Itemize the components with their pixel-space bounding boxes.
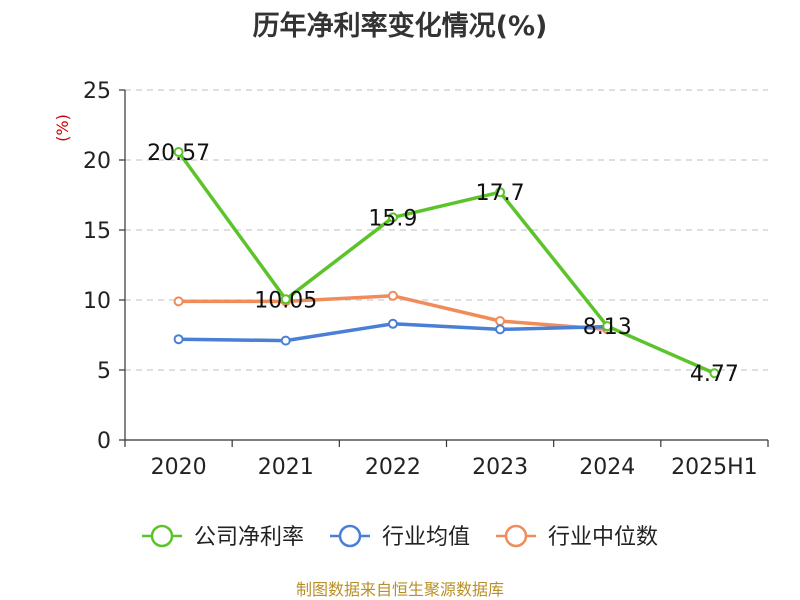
axes: 0 5 10 15 20 25 2020 2021 2022 2023 2024 2025H1 — [83, 79, 769, 480]
data-point — [280, 335, 291, 346]
x-tick-label: 2024 — [579, 455, 635, 480]
legend-label: 行业均值 — [382, 525, 470, 550]
legend-label: 行业中位数 — [548, 525, 658, 550]
legend-item[interactable]: 公司净利率 — [142, 524, 304, 550]
data-point — [173, 334, 184, 345]
legend-marker — [150, 524, 174, 548]
legend-marker — [504, 524, 528, 548]
y-tick-label: 25 — [83, 79, 111, 104]
series-lines — [173, 147, 720, 379]
data-label: 4.77 — [690, 362, 739, 387]
data-point — [495, 316, 506, 326]
data-label: 8.13 — [583, 315, 632, 340]
legend-item[interactable]: 行业均值 — [330, 524, 470, 550]
x-tick-label: 2025H1 — [671, 455, 758, 480]
data-point — [602, 321, 613, 332]
legend-item[interactable]: 行业中位数 — [496, 524, 658, 550]
data-point — [280, 294, 291, 305]
data-point — [495, 187, 506, 198]
y-tick-label: 20 — [83, 149, 111, 174]
data-label: 10.05 — [254, 288, 317, 313]
y-tick-label: 5 — [97, 359, 111, 384]
x-tick-label: 2021 — [258, 455, 314, 480]
y-tick-label: 0 — [97, 429, 111, 454]
series-line — [177, 150, 716, 375]
x-tick-label: 2020 — [151, 455, 207, 480]
legend: 公司净利率 行业均值 行业中位数 — [142, 524, 658, 550]
data-labels: 20.57 10.05 15.9 17.7 8.13 4.77 — [147, 141, 739, 387]
y-tick-label: 15 — [83, 219, 111, 244]
data-label: 20.57 — [147, 141, 210, 166]
legend-label: 公司净利率 — [194, 525, 304, 550]
grid-lines — [125, 89, 768, 371]
x-tick-label: 2023 — [472, 455, 528, 480]
data-point — [387, 290, 398, 301]
data-point — [173, 147, 184, 158]
data-label: 15.9 — [368, 206, 417, 231]
y-axis-unit-label: (%) — [53, 114, 72, 142]
data-label: 17.7 — [476, 181, 525, 206]
x-tick-label: 2022 — [365, 455, 421, 480]
legend-marker — [338, 524, 362, 548]
chart-title: 历年净利率变化情况(%) — [252, 11, 548, 42]
data-point — [709, 368, 720, 379]
data-point — [173, 296, 184, 307]
y-tick-label: 10 — [83, 289, 111, 314]
source-note: 制图数据来自恒生聚源数据库 — [295, 580, 504, 599]
data-point — [387, 212, 398, 223]
data-point — [387, 318, 398, 329]
data-point — [495, 324, 506, 335]
